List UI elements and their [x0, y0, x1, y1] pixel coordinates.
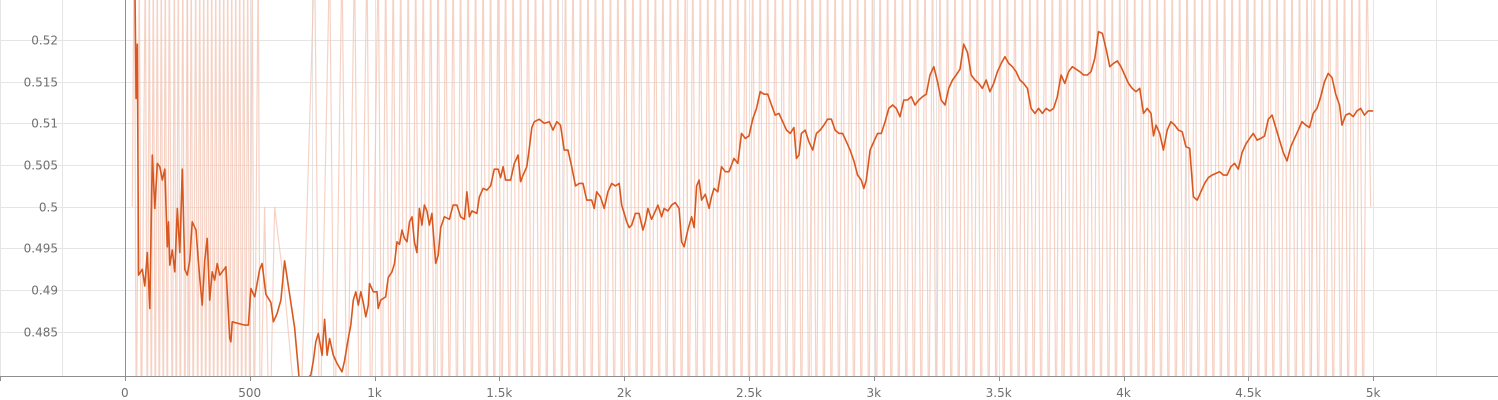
x-tick-label: 0	[121, 386, 129, 400]
y-tick-label: 0.52	[31, 34, 58, 48]
x-tick-label: 4.5k	[1235, 386, 1261, 400]
y-tick-labels: 0.485 0.49 0.495 0.5 0.505 0.51 0.515 0.52	[24, 34, 58, 340]
y-tick-label: 0.51	[31, 117, 58, 131]
x-tick-label: 3k	[867, 386, 882, 400]
y-tick-label: 0.49	[31, 284, 58, 298]
x-tick-label: 500	[238, 386, 261, 400]
x-tick-label: 5k	[1366, 386, 1381, 400]
smoothed-series-line	[134, 0, 1374, 376]
y-tick-label: 0.515	[24, 76, 58, 90]
x-tick-label: 2k	[617, 386, 632, 400]
raw-series-line	[131, 0, 1372, 376]
x-tick-labels: 0 500 1k 1.5k 2k 2.5k 3k 3.5k 4k 4.5k 5k	[121, 386, 1380, 400]
x-tick-label: 1.5k	[486, 386, 512, 400]
x-tick-label: 4k	[1116, 386, 1131, 400]
y-tick-label: 0.505	[24, 159, 58, 173]
x-tick-label: 3.5k	[986, 386, 1012, 400]
series-layer	[131, 0, 1374, 376]
y-tick-label: 0.485	[24, 326, 58, 340]
x-tick-label: 1k	[367, 386, 382, 400]
axes	[0, 0, 1498, 381]
y-tick-label: 0.495	[24, 242, 58, 256]
x-tick-label: 2.5k	[736, 386, 762, 400]
y-tick-label: 0.5	[39, 201, 58, 215]
